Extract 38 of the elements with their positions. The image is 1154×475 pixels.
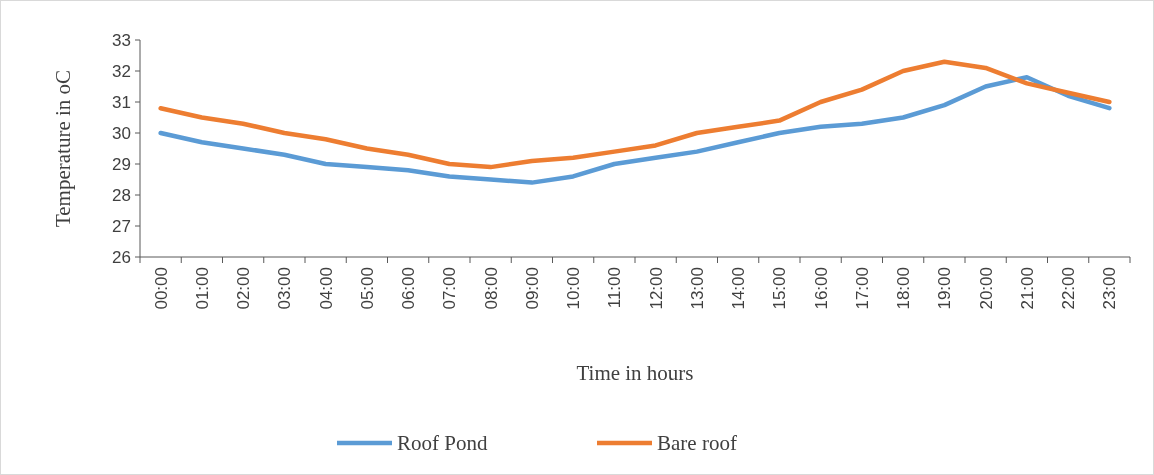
legend-label: Roof Pond [397,431,488,456]
y-tick-label: 30 [112,123,131,143]
y-tick-label: 31 [112,92,131,112]
y-tick-label: 29 [112,154,131,174]
x-tick-label: 06:00 [399,267,419,310]
x-tick-label: 14:00 [729,267,749,310]
x-tick-label: 04:00 [316,267,336,310]
x-tick-label: 19:00 [935,267,955,310]
y-tick-label: 26 [112,247,131,267]
x-tick-label: 08:00 [481,267,501,310]
y-tick-label: 32 [112,61,131,81]
x-tick-label: 09:00 [522,267,542,310]
x-tick-label: 02:00 [234,267,254,310]
x-tick-label: 20:00 [976,267,996,310]
y-axis-title: Temperature in oC [51,69,75,228]
x-tick-label: 15:00 [770,267,790,310]
line-series [158,59,1112,170]
x-tick-label: 11:00 [605,267,625,309]
x-tick-label: 21:00 [1017,267,1037,310]
line-series [158,74,1112,185]
x-tick-label: 13:00 [687,267,707,310]
x-tick-label: 22:00 [1059,267,1079,310]
x-tick-label: 10:00 [564,267,584,310]
x-tick-label: 07:00 [440,267,460,310]
x-tick-label: 00:00 [151,267,171,310]
y-tick-label: 33 [112,30,131,50]
legend-label: Bare roof [657,431,737,456]
x-tick-label: 17:00 [852,267,872,310]
x-tick-label: 23:00 [1100,267,1120,310]
x-axis-title: Time in hours [576,361,694,385]
x-tick-label: 01:00 [192,267,212,310]
y-tick-label: 28 [112,185,131,205]
x-tick-label: 03:00 [275,267,295,310]
x-tick-label: 18:00 [894,267,914,310]
y-tick-label: 27 [112,216,131,236]
x-tick-label: 12:00 [646,267,666,310]
x-tick-label: 16:00 [811,267,831,310]
x-tick-label: 05:00 [357,267,377,310]
